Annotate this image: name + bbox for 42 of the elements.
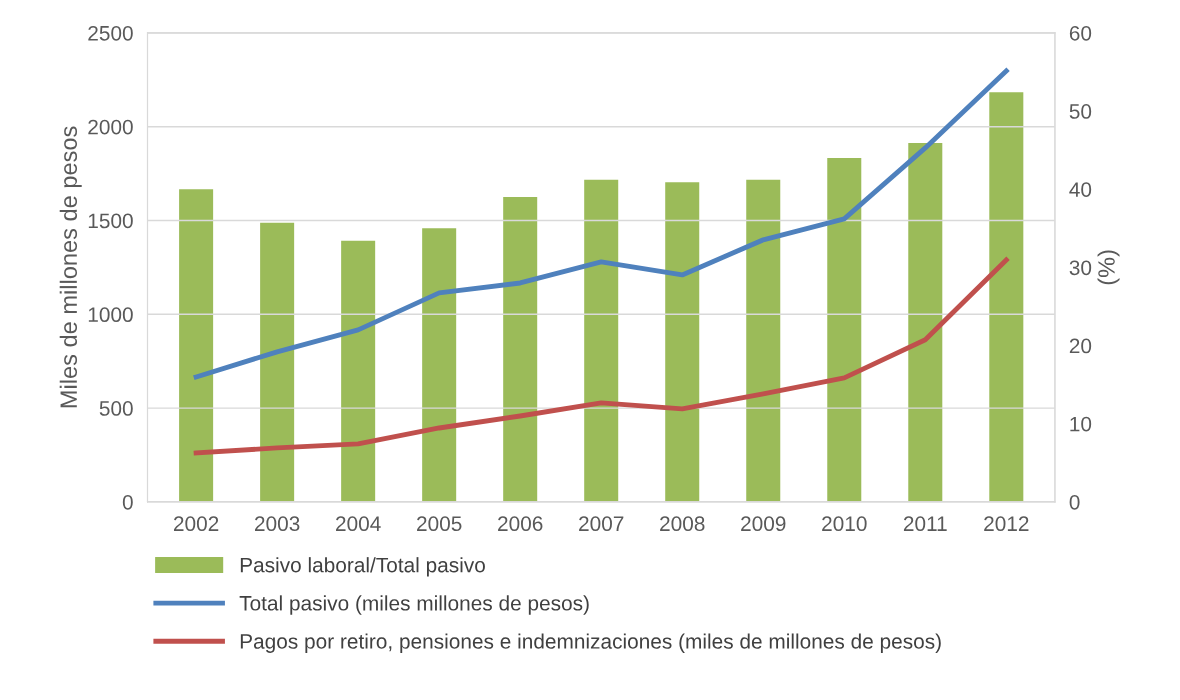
bar <box>179 189 214 502</box>
bar <box>908 143 943 502</box>
y2-tick-label: 60 <box>1069 25 1092 41</box>
x-tick-label: 2002 <box>173 516 219 532</box>
bar <box>746 179 781 502</box>
bar <box>341 240 376 502</box>
x-tick-label: 2011 <box>903 516 947 532</box>
x-tick-label: 2007 <box>579 516 624 532</box>
bar <box>584 179 619 502</box>
y2-tick-label: 0 <box>1069 494 1080 510</box>
bar <box>665 182 700 502</box>
y2-tick-label: 50 <box>1069 104 1092 119</box>
y-tick-label: 500 <box>99 401 133 416</box>
y-tick-label: 2500 <box>88 25 133 41</box>
x-tick-label: 2010 <box>822 516 867 532</box>
y2-tick-label: 40 <box>1069 182 1092 197</box>
bar <box>260 222 295 502</box>
y-tick-label: 2000 <box>88 119 133 135</box>
bar <box>422 228 457 502</box>
y2-tick-label: 30 <box>1069 260 1092 276</box>
x-tick-label: 2009 <box>741 516 786 532</box>
legend-label: Pagos por retiro, pensiones e indemnizaciones (miles de millones de pesos) <box>240 633 941 653</box>
line-series <box>193 68 1009 380</box>
legend-label: Pasivo laboral/Total pasivo <box>240 557 485 577</box>
bar <box>503 197 538 502</box>
line-series <box>193 257 1009 456</box>
x-tick-label: 2008 <box>660 516 705 532</box>
y-axis-title: Miles de millones de pesos <box>59 126 82 408</box>
y2-tick-label: 20 <box>1069 338 1092 354</box>
bar <box>827 157 862 502</box>
y-tick-label: 1000 <box>88 307 133 323</box>
y-tick-label: 1500 <box>88 213 133 229</box>
x-tick-label: 2004 <box>336 516 381 532</box>
x-tick-label: 2003 <box>255 516 300 532</box>
x-tick-label: 2005 <box>417 516 462 532</box>
y2-axis-title: (%) <box>1097 250 1120 285</box>
y2-tick-label: 10 <box>1070 416 1092 432</box>
x-tick-label: 2012 <box>984 516 1029 532</box>
y-tick-label: 0 <box>122 494 133 510</box>
legend-label: Total pasivo (miles millones de pesos) <box>239 595 589 615</box>
x-tick-label: 2006 <box>498 516 543 532</box>
bar <box>989 92 1024 502</box>
